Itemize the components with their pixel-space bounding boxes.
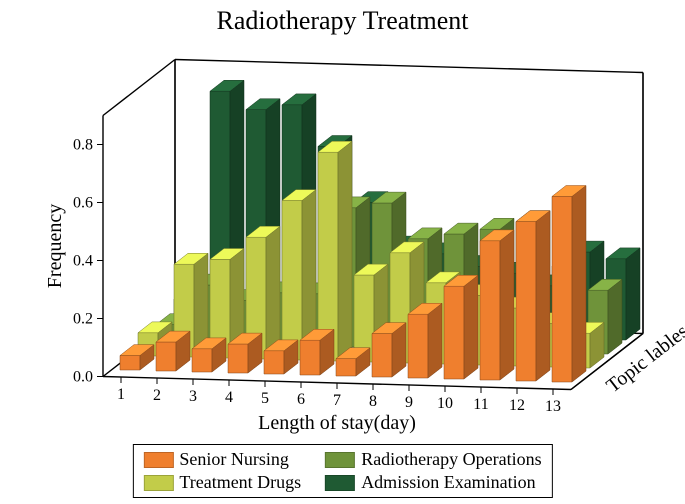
chart-container: Radiotherapy Treatment 0.0 0.2 0.4 0.6 0.8 Fr… (0, 0, 685, 504)
legend-swatch (143, 452, 173, 468)
svg-text:0.6: 0.6 (73, 195, 93, 212)
svg-text:3: 3 (189, 388, 197, 405)
legend-label: Treatment Drugs (179, 472, 301, 493)
legend-item: Treatment Drugs (143, 472, 301, 493)
svg-text:0.0: 0.0 (73, 369, 93, 386)
svg-text:2: 2 (153, 387, 161, 404)
svg-text:12: 12 (509, 397, 525, 414)
chart-svg: 0.00.20.40.60.8Frequency1234567891011121… (60, 40, 640, 420)
svg-text:11: 11 (473, 396, 488, 413)
svg-text:7: 7 (333, 392, 341, 409)
legend-item: Senior Nursing (143, 449, 301, 470)
legend-item: Radiotherapy Operations (325, 449, 541, 470)
svg-text:6: 6 (297, 391, 305, 408)
svg-text:Length of stay(day): Length of stay(day) (258, 412, 416, 434)
svg-text:5: 5 (261, 390, 269, 407)
svg-text:0.4: 0.4 (73, 253, 93, 270)
legend-label: Admission Examination (361, 472, 536, 493)
legend-swatch (325, 475, 355, 491)
svg-text:0.2: 0.2 (73, 311, 93, 328)
legend-label: Senior Nursing (179, 449, 289, 470)
svg-text:0.8: 0.8 (73, 137, 93, 154)
svg-text:13: 13 (545, 398, 561, 415)
legend-swatch (325, 452, 355, 468)
svg-text:Frequency: Frequency (44, 204, 66, 288)
legend-swatch (143, 475, 173, 491)
legend-label: Radiotherapy Operations (361, 449, 541, 470)
chart-scene: 0.00.20.40.60.8Frequency1234567891011121… (60, 40, 640, 420)
svg-text:4: 4 (225, 389, 233, 406)
svg-text:8: 8 (369, 393, 377, 410)
svg-text:1: 1 (117, 386, 125, 403)
legend: Senior Nursing Radiotherapy Operations T… (132, 444, 552, 498)
chart-title: Radiotherapy Treatment (0, 6, 685, 36)
svg-text:10: 10 (437, 395, 453, 412)
legend-item: Admission Examination (325, 472, 541, 493)
svg-text:9: 9 (405, 394, 413, 411)
